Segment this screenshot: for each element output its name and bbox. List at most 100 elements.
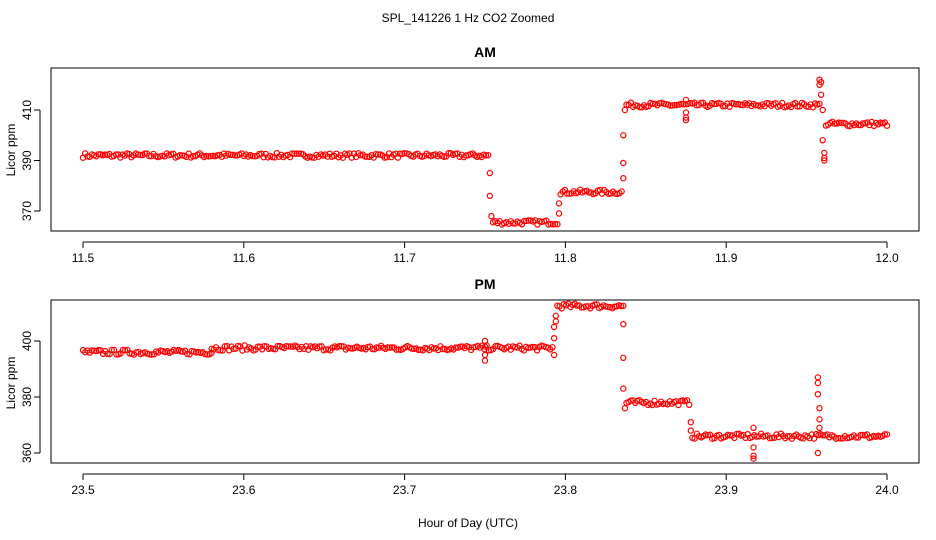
data-point bbox=[551, 220, 559, 228]
data-point bbox=[283, 343, 290, 350]
data-point bbox=[415, 346, 422, 354]
data-point-outlier bbox=[750, 452, 757, 459]
data-point bbox=[492, 343, 499, 350]
data-point bbox=[883, 431, 891, 438]
panel-am-points bbox=[79, 76, 891, 228]
data-point bbox=[361, 153, 369, 160]
panel-am-title: AM bbox=[474, 44, 496, 60]
data-point-outlier bbox=[481, 343, 489, 350]
x-tick-label: 11.5 bbox=[72, 251, 95, 265]
y-tick-label: 390 bbox=[20, 150, 34, 170]
data-point bbox=[261, 343, 268, 350]
data-point-outlier bbox=[620, 385, 627, 392]
data-point bbox=[401, 149, 408, 157]
y-tick-label: 380 bbox=[20, 387, 34, 407]
data-point bbox=[270, 345, 277, 353]
data-point-outlier bbox=[550, 335, 558, 342]
data-point-outlier bbox=[621, 405, 629, 412]
panel-pm-plot-frame bbox=[50, 299, 920, 464]
data-point-outlier bbox=[620, 159, 627, 167]
data-point bbox=[563, 190, 571, 197]
data-point bbox=[393, 346, 400, 353]
data-point bbox=[520, 217, 528, 225]
data-point bbox=[113, 351, 120, 358]
data-point bbox=[104, 350, 111, 358]
data-point bbox=[134, 151, 142, 158]
data-point-outlier bbox=[750, 424, 757, 431]
data-point bbox=[108, 346, 116, 354]
panel-pm-x-axis: 23.5 23.6 23.7 23.8 23.9 24.0 bbox=[71, 473, 899, 497]
data-point bbox=[753, 433, 760, 440]
x-tick-label: 23.8 bbox=[554, 483, 578, 497]
data-point-outlier bbox=[821, 149, 828, 157]
figure-title: SPL_141226 1 Hz CO2 Zoomed bbox=[382, 11, 555, 25]
data-point-outlier bbox=[620, 174, 627, 182]
data-point bbox=[452, 344, 459, 351]
data-point-outlier bbox=[687, 427, 695, 434]
data-point-outlier bbox=[555, 200, 563, 207]
data-point-outlier bbox=[821, 154, 828, 162]
data-point bbox=[176, 151, 184, 159]
panel-pm-ylabel: Licor ppm bbox=[4, 357, 18, 410]
y-tick-label: 370 bbox=[20, 201, 34, 221]
data-point-outlier bbox=[550, 351, 558, 359]
shared-x-axis-label: Hour of Day (UTC) bbox=[418, 516, 518, 530]
data-point-outlier bbox=[481, 357, 489, 364]
data-point-outlier bbox=[814, 391, 822, 398]
data-point bbox=[835, 434, 842, 442]
data-point-outlier bbox=[488, 212, 495, 220]
data-point bbox=[322, 346, 330, 353]
data-point-outlier bbox=[550, 323, 558, 331]
data-point-outlier bbox=[816, 405, 823, 412]
data-point bbox=[291, 150, 298, 157]
data-point-outlier bbox=[750, 455, 757, 462]
data-point bbox=[719, 103, 727, 110]
data-point bbox=[316, 343, 323, 350]
data-point bbox=[794, 103, 801, 110]
data-point-outlier bbox=[682, 116, 690, 124]
data-point bbox=[95, 151, 102, 158]
data-point bbox=[249, 152, 256, 160]
panel-am-ylabel: Licor ppm bbox=[4, 124, 18, 177]
panel-pm-y-axis: 360 380 400 bbox=[20, 331, 41, 463]
data-point-outlier bbox=[682, 114, 690, 121]
data-point bbox=[231, 152, 239, 159]
data-point bbox=[338, 343, 345, 350]
data-point-outlier bbox=[552, 312, 560, 319]
y-tick-label: 400 bbox=[20, 331, 34, 351]
data-point bbox=[439, 345, 446, 353]
data-point bbox=[336, 343, 343, 350]
data-point-outlier bbox=[817, 91, 825, 99]
data-point bbox=[816, 100, 823, 108]
data-point bbox=[112, 151, 120, 158]
x-tick-label: 12.0 bbox=[875, 251, 899, 265]
data-point-outlier bbox=[552, 318, 560, 325]
data-point bbox=[485, 151, 492, 159]
x-tick-label: 23.6 bbox=[232, 483, 256, 497]
data-point bbox=[671, 101, 678, 109]
data-point bbox=[239, 347, 246, 354]
x-tick-label: 11.9 bbox=[715, 251, 738, 265]
data-point bbox=[838, 119, 845, 127]
x-tick-label: 11.7 bbox=[393, 251, 416, 265]
data-point-outlier bbox=[682, 109, 690, 116]
panel-am-x-axis: 11.5 11.6 11.7 11.8 11.9 12.0 bbox=[72, 241, 899, 265]
data-point-outlier bbox=[816, 81, 823, 89]
data-point bbox=[819, 432, 827, 439]
data-point-outlier bbox=[750, 444, 757, 451]
data-point-outlier bbox=[821, 157, 828, 164]
data-point-outlier bbox=[620, 354, 627, 361]
data-point-outlier bbox=[687, 419, 695, 426]
x-tick-label: 11.8 bbox=[554, 251, 577, 265]
data-point bbox=[221, 343, 228, 350]
data-point-outlier bbox=[620, 321, 627, 328]
panel-pm-title: PM bbox=[475, 276, 496, 292]
y-tick-label: 360 bbox=[20, 443, 34, 463]
data-point bbox=[686, 401, 693, 408]
x-tick-label: 23.5 bbox=[71, 483, 95, 497]
data-point bbox=[289, 150, 296, 157]
data-point bbox=[529, 343, 536, 351]
data-point bbox=[146, 351, 153, 358]
data-point bbox=[883, 122, 891, 129]
panel-pm: PM Licor ppm 23.5 23.6 23.7 23.8 23.9 24.0 36… bbox=[4, 276, 920, 497]
